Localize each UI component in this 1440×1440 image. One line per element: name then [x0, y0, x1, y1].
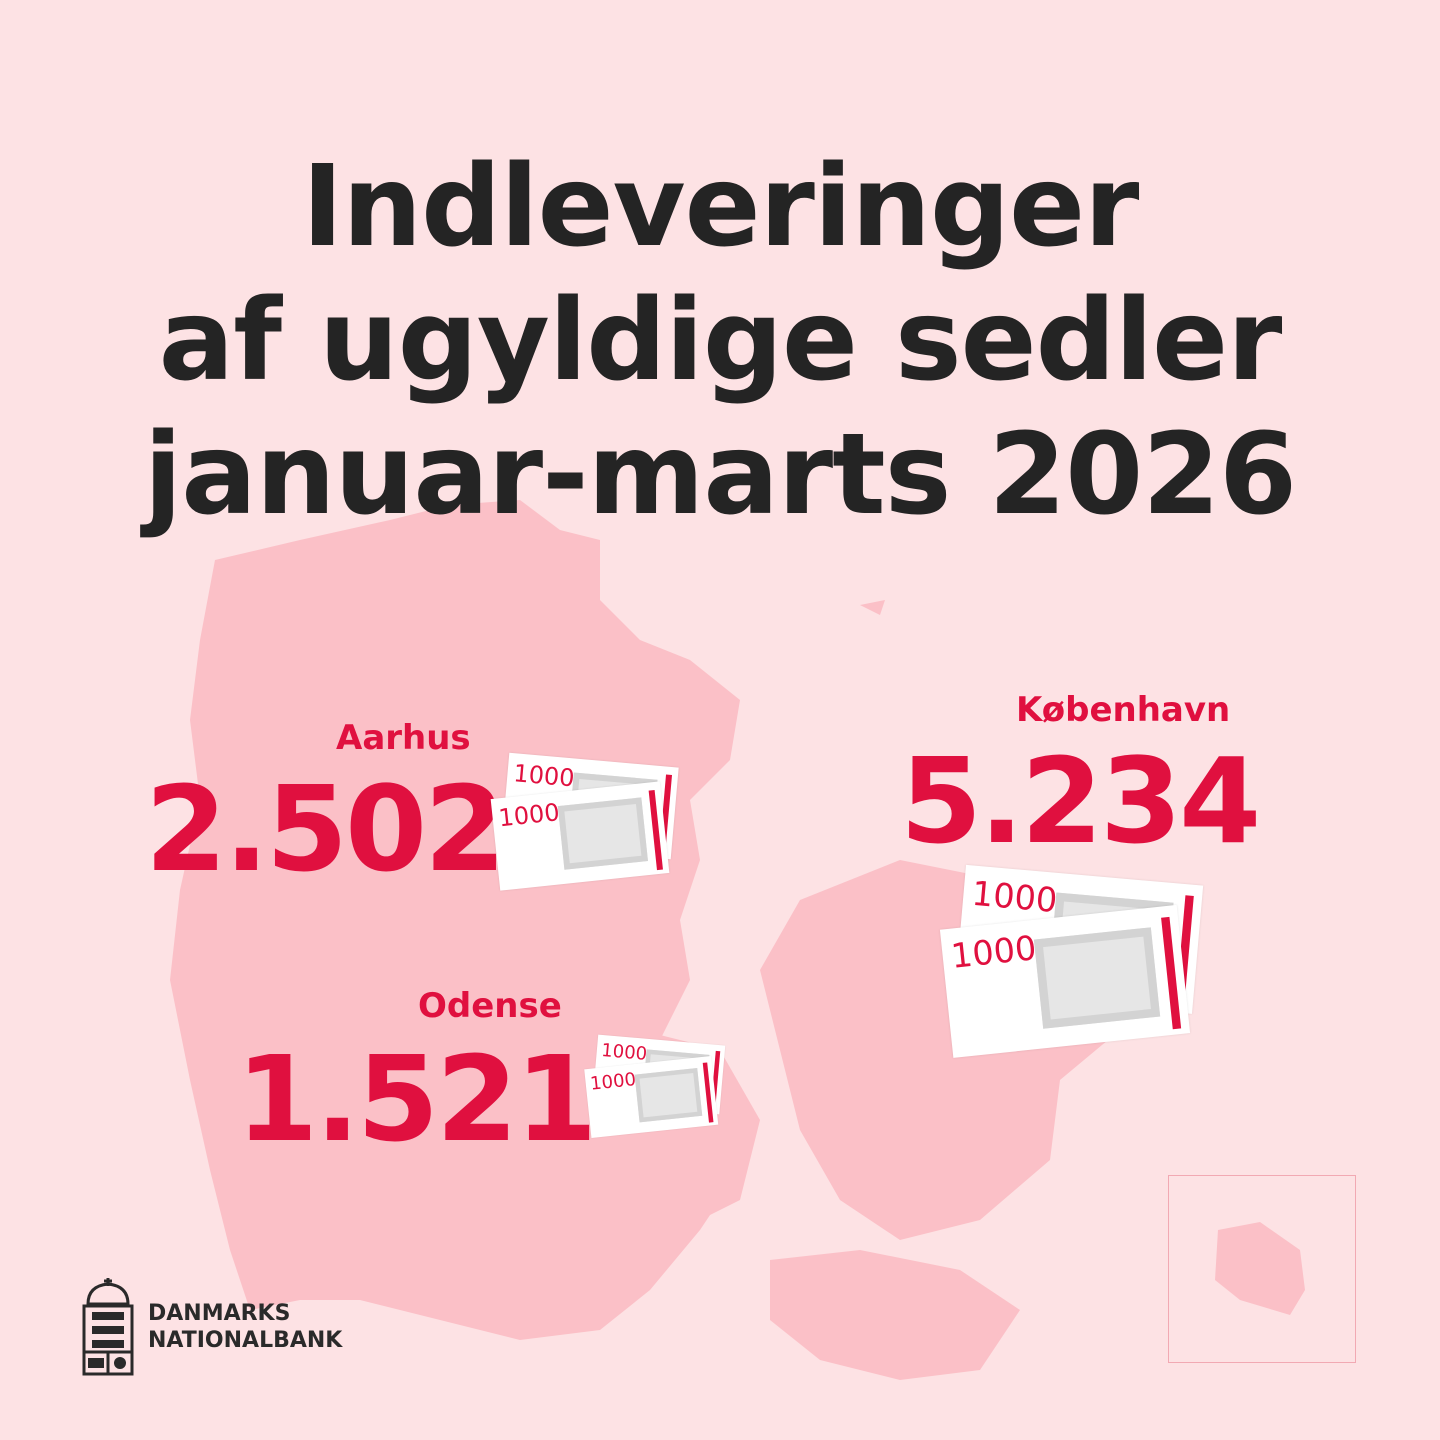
city-label-aarhus: Aarhus [336, 718, 471, 758]
note-label: 1000 [949, 928, 1039, 977]
logo: DANMARKS NATIONALBANK [80, 1278, 342, 1376]
logo-line-1: DANMARKS [148, 1301, 291, 1326]
value-kobenhavn: 5.234 [900, 732, 1261, 870]
city-label-kobenhavn: København [1016, 690, 1231, 730]
value-odense: 1.521 [236, 1030, 597, 1168]
title-line-3: januar-marts 2026 [143, 410, 1297, 540]
city-label-odense: Odense [418, 986, 562, 1026]
note-label: 1000 [497, 798, 561, 833]
note-label: 1000 [512, 759, 576, 793]
note-label: 1000 [589, 1068, 637, 1095]
page-title: Indleveringer af ugyldige sedler januar-… [0, 140, 1440, 542]
title-line-1: Indleveringer [301, 142, 1140, 272]
title-line-2: af ugyldige sedler [158, 276, 1283, 406]
small-island [860, 600, 885, 615]
logo-line-2: NATIONALBANK [148, 1328, 343, 1353]
coat-of-arms-icon [82, 1278, 134, 1376]
bornholm [1215, 1222, 1305, 1315]
note-label: 1000 [970, 873, 1059, 921]
note-label: 1000 [600, 1039, 648, 1065]
lolland-falster [770, 1250, 1020, 1380]
bornholm-inset-frame [1168, 1175, 1356, 1363]
value-aarhus: 2.502 [145, 760, 506, 898]
